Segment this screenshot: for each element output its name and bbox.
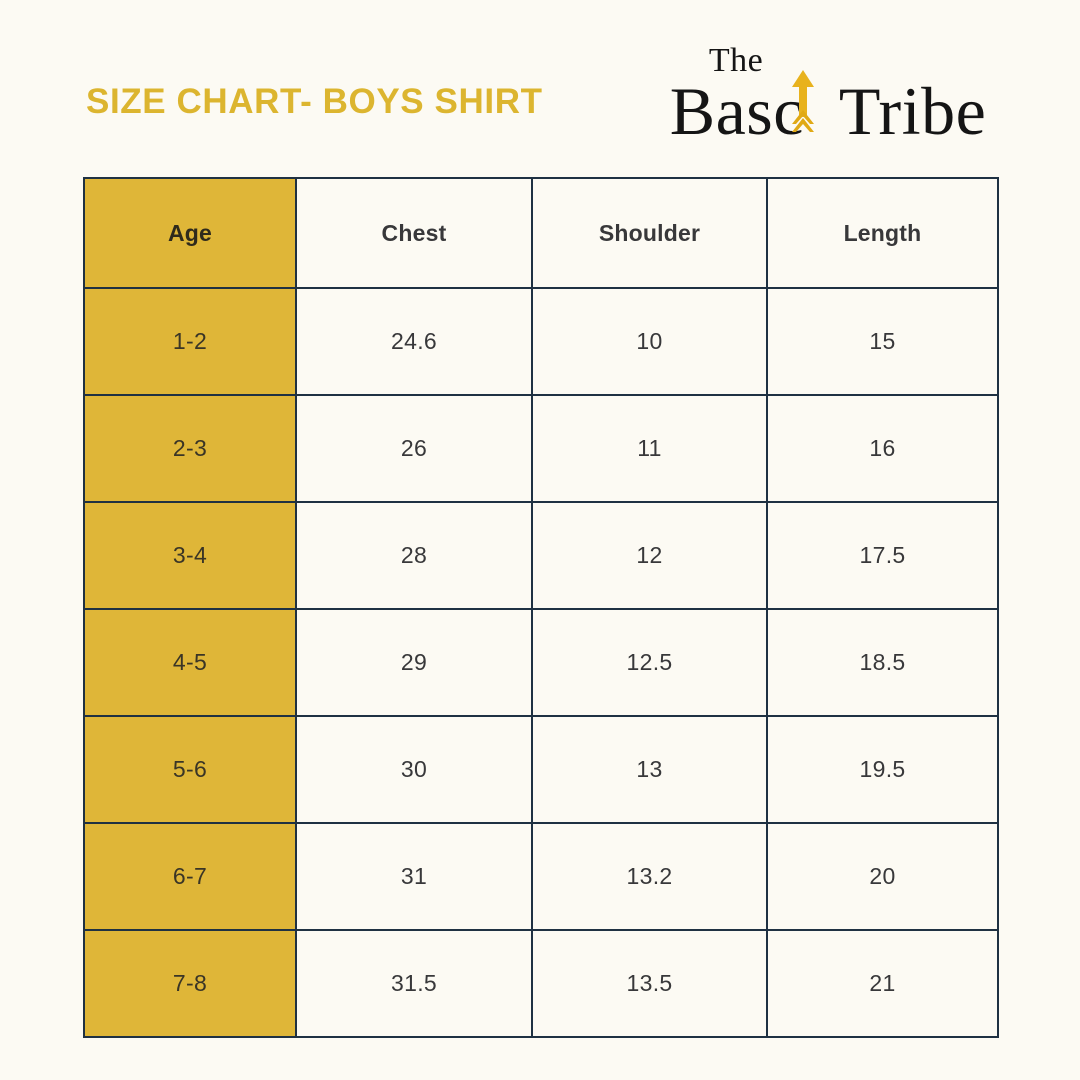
table-row: 2-3 26 11 16 (83, 394, 999, 503)
table-row: 5-6 30 13 19.5 (83, 715, 999, 824)
cell-age: 2-3 (83, 394, 297, 503)
cell-chest: 29 (295, 608, 533, 717)
column-header-shoulder: Shoulder (531, 177, 768, 289)
cell-chest: 26 (295, 394, 533, 503)
cell-age: 6-7 (83, 822, 297, 931)
cell-length: 17.5 (766, 501, 999, 610)
cell-age: 5-6 (83, 715, 297, 824)
table-header: Age Chest Shoulder Length (83, 177, 999, 289)
cell-shoulder: 11 (531, 394, 768, 503)
brand-logo-the: The (708, 42, 764, 79)
column-header-chest: Chest (295, 177, 533, 289)
cell-shoulder: 12.5 (531, 608, 768, 717)
cell-shoulder: 10 (531, 287, 768, 396)
cell-age: 3-4 (83, 501, 297, 610)
cell-length: 15 (766, 287, 999, 396)
column-header-length: Length (766, 177, 999, 289)
cell-chest: 31 (295, 822, 533, 931)
up-arrow-icon (791, 70, 814, 132)
cell-shoulder: 12 (531, 501, 768, 610)
table-body: 1-2 24.6 10 15 2-3 26 11 16 3-4 28 12 17… (83, 287, 999, 1038)
cell-chest: 31.5 (295, 929, 533, 1038)
cell-chest: 30 (295, 715, 533, 824)
cell-shoulder: 13 (531, 715, 768, 824)
table-header-row: Age Chest Shoulder Length (83, 177, 999, 289)
page-title: SIZE CHART- BOYS SHIRT (86, 82, 543, 121)
brand-logo: The Basc Tribe (658, 44, 998, 154)
brand-logo-name: Basc Tribe (669, 70, 987, 149)
cell-age: 7-8 (83, 929, 297, 1038)
table-row: 7-8 31.5 13.5 21 (83, 929, 999, 1038)
brand-logo-tribe (821, 73, 839, 149)
cell-age: 4-5 (83, 608, 297, 717)
brand-logo-bas: Bas (669, 73, 774, 149)
cell-length: 18.5 (766, 608, 999, 717)
table-row: 3-4 28 12 17.5 (83, 501, 999, 610)
table-row: 4-5 29 12.5 18.5 (83, 608, 999, 717)
cell-length: 16 (766, 394, 999, 503)
cell-chest: 24.6 (295, 287, 533, 396)
brand-logo-c: c (773, 73, 804, 149)
brand-logo-tribe-word: Tribe (838, 73, 987, 149)
table-row: 6-7 31 13.2 20 (83, 822, 999, 931)
column-header-age: Age (83, 177, 297, 289)
cell-shoulder: 13.2 (531, 822, 768, 931)
brand-logo-basic: Basc (669, 70, 814, 149)
cell-age: 1-2 (83, 287, 297, 396)
cell-length: 21 (766, 929, 999, 1038)
table-row: 1-2 24.6 10 15 (83, 287, 999, 396)
cell-length: 20 (766, 822, 999, 931)
size-chart-table: Age Chest Shoulder Length 1-2 24.6 10 15… (83, 177, 999, 1038)
cell-chest: 28 (295, 501, 533, 610)
cell-shoulder: 13.5 (531, 929, 768, 1038)
header: SIZE CHART- BOYS SHIRT The Basc Tribe (0, 0, 1080, 177)
cell-length: 19.5 (766, 715, 999, 824)
